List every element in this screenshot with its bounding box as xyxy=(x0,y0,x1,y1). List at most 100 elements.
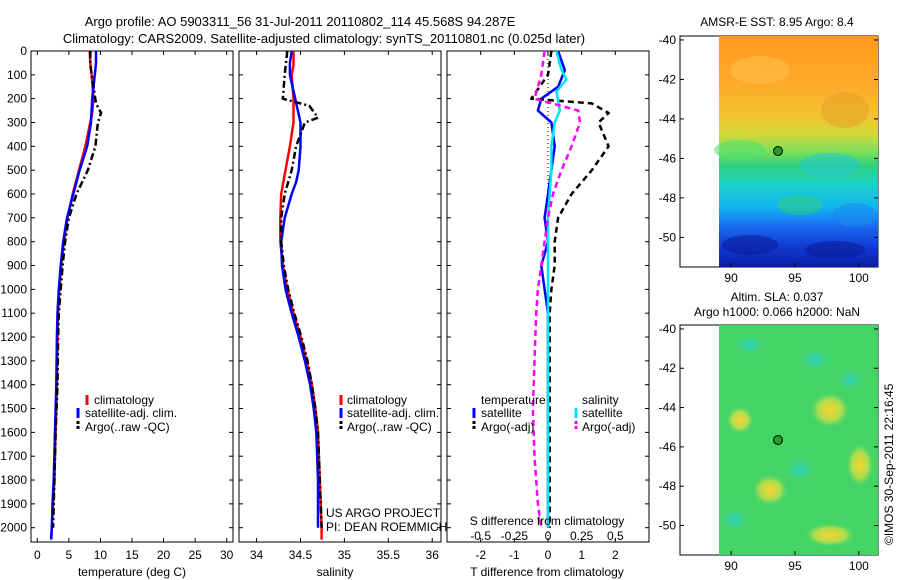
map-y-tick-label: -44 xyxy=(659,401,677,415)
map-y-tick-label: -46 xyxy=(659,151,677,165)
legend-label-s-satellite: satellite xyxy=(582,406,623,420)
legend-label-argo: Argo(..raw -QC) xyxy=(85,420,170,434)
legend-label-argo: Argo(..raw -QC) xyxy=(347,420,432,434)
sla-patch xyxy=(797,346,833,374)
sla-map-axes: -40 -42 -44 -46 -48 -50 90 95 100 xyxy=(659,322,878,573)
salinity-axes: 34 34.5 35 35.5 36 xyxy=(239,50,441,562)
depth-tick-label: 2000 xyxy=(0,521,27,535)
depth-tick-label: 1800 xyxy=(0,473,27,487)
map-y-tick-label: -44 xyxy=(659,112,677,126)
series-line xyxy=(546,50,568,528)
sst-patch xyxy=(805,241,865,259)
t-difference-axis-label: T difference from climatology xyxy=(470,565,624,579)
argo-location-marker xyxy=(773,146,783,156)
s-difference-axis-label: S difference from climatology xyxy=(470,514,625,528)
depth-tick-label: 1500 xyxy=(0,402,27,416)
depth-tick-label: 1200 xyxy=(0,330,27,344)
depth-tick-label: 1300 xyxy=(0,354,27,368)
temperature-series xyxy=(49,50,103,540)
map-y-tick-label: -40 xyxy=(659,33,677,47)
sst-texture xyxy=(714,56,877,259)
series-line xyxy=(531,50,582,528)
sla-texture xyxy=(719,333,874,547)
x-tick-label: 35 xyxy=(338,548,352,562)
temperature-legend: climatology satellite-adj. clim. Argo(..… xyxy=(76,393,177,434)
map-y-tick-label: -46 xyxy=(659,440,677,454)
s-diff-tick-label: -0.5 xyxy=(470,529,491,543)
sla-patch xyxy=(719,506,751,534)
sla-patch xyxy=(846,443,874,487)
sst-map-axes: -40 -42 -44 -46 -48 -50 90 95 100 xyxy=(659,33,878,285)
map-x-tick-label: 100 xyxy=(849,271,869,285)
temperature-axis-label: temperature (deg C) xyxy=(78,565,186,579)
salinity-panel xyxy=(238,50,442,543)
sst-patch xyxy=(722,235,778,255)
x-tick-label: 34 xyxy=(250,548,264,562)
legend-label-climatology: climatology xyxy=(347,393,407,407)
credit-text: ©IMOS 30-Sep-2011 22:16:45 xyxy=(882,383,896,545)
salinity-legend: climatology satellite-adj. clim. Argo(..… xyxy=(339,393,439,434)
depth-tick-label: 600 xyxy=(7,187,27,201)
depth-tick-label: 900 xyxy=(7,259,27,273)
series-line xyxy=(49,51,98,540)
depth-tick-label: 1700 xyxy=(0,449,27,463)
depth-tick-label: 300 xyxy=(7,116,27,130)
sst-patch xyxy=(800,153,860,177)
legend-label-satellite: satellite-adj. clim. xyxy=(347,406,439,420)
depth-tick-label: 700 xyxy=(7,211,27,225)
x-tick-label: 1 xyxy=(578,548,585,562)
sla-patch xyxy=(784,456,816,484)
depth-tick-label: 100 xyxy=(7,68,27,82)
map-x-tick-label: 95 xyxy=(788,559,802,573)
depth-tick-label: 200 xyxy=(7,92,27,106)
depth-tick-label: 1900 xyxy=(0,497,27,511)
map-y-tick-label: -48 xyxy=(659,479,677,493)
sst-patch xyxy=(833,203,877,227)
x-tick-label: 20 xyxy=(157,548,171,562)
x-tick-label: 5 xyxy=(66,548,73,562)
sla-patch xyxy=(726,406,754,434)
x-tick-label: 35.5 xyxy=(377,548,401,562)
map-y-tick-label: -48 xyxy=(659,191,677,205)
series-line xyxy=(529,50,610,528)
sla-title-line2: Argo h1000: 0.066 h2000: NaN xyxy=(694,305,860,319)
s-diff-tick-label: -0.25 xyxy=(501,529,529,543)
legend-label-satellite: satellite-adj. clim. xyxy=(85,406,177,420)
difference-legend: temperature salinity satellite Argo(-adj… xyxy=(472,393,635,434)
legend-label-t-argo: Argo(-adj) xyxy=(481,420,534,434)
map-x-tick-label: 95 xyxy=(788,271,802,285)
project-line2: PI: DEAN ROEMMICH xyxy=(326,520,447,534)
x-tick-label: 30 xyxy=(220,548,234,562)
sla-map: -40 -42 -44 -46 -48 -50 90 95 100 xyxy=(659,322,879,573)
difference-series xyxy=(529,50,610,528)
title-line1: Argo profile: AO 5903311_56 31-Jul-2011 … xyxy=(85,14,516,29)
sla-title-line1: Altim. SLA: 0.037 xyxy=(731,290,824,304)
sst-map: -40 -42 -44 -46 -48 -50 90 95 100 xyxy=(659,33,879,285)
map-y-tick-label: -50 xyxy=(659,519,677,533)
s-diff-tick-label: 0.25 xyxy=(570,529,594,543)
title-line2: Climatology: CARS2009. Satellite-adjuste… xyxy=(63,31,585,46)
depth-tick-label: 400 xyxy=(7,139,27,153)
sst-map-title: AMSR-E SST: 8.95 Argo: 8.4 xyxy=(700,15,854,29)
legend-header-salinity: salinity xyxy=(582,393,619,407)
map-x-tick-label: 90 xyxy=(724,559,738,573)
x-tick-label: 25 xyxy=(188,548,202,562)
map-y-tick-label: -50 xyxy=(659,230,677,244)
sla-patch xyxy=(752,474,788,506)
series-line xyxy=(279,50,323,528)
x-tick-label: 0 xyxy=(34,548,41,562)
map-x-tick-label: 90 xyxy=(724,271,738,285)
legend-label-s-argo: Argo(-adj) xyxy=(582,420,635,434)
series-line xyxy=(51,51,103,528)
project-line1: US ARGO PROJECT xyxy=(326,506,441,520)
s-diff-tick-label: 0.5 xyxy=(607,529,624,543)
map-x-tick-label: 100 xyxy=(849,559,869,573)
sla-patch xyxy=(836,368,864,392)
depth-tick-label: 0 xyxy=(20,44,27,58)
x-tick-label: 36 xyxy=(426,548,440,562)
argo-location-marker xyxy=(773,435,783,445)
series-line xyxy=(279,50,320,528)
map-y-tick-label: -40 xyxy=(659,322,677,336)
